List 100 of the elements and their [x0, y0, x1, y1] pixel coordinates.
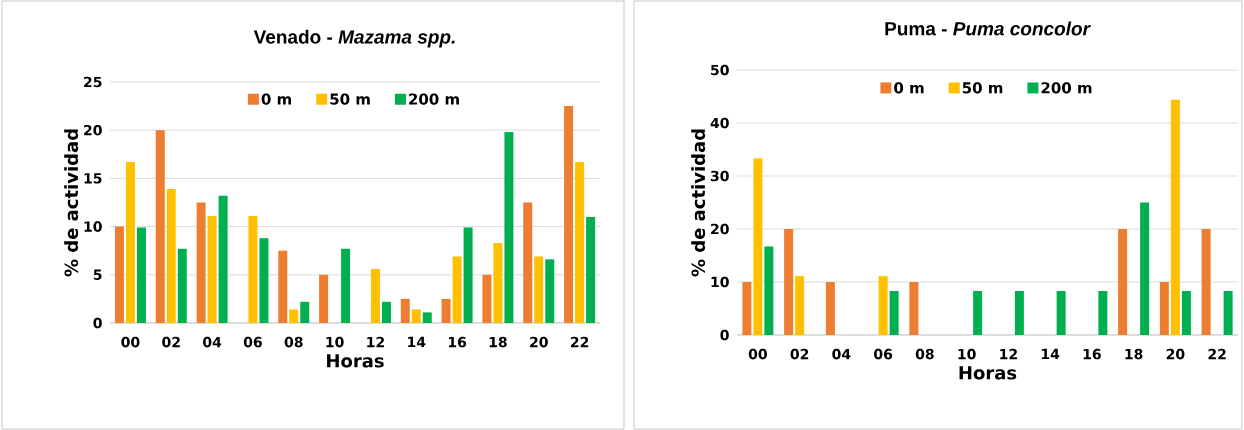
x-tick-label: 04: [832, 348, 851, 360]
x-tick-label: 08: [284, 336, 303, 348]
bar: [909, 281, 919, 335]
legend-label: 0 m: [894, 82, 924, 94]
bar: [504, 132, 514, 323]
x-tick-label: 08: [915, 348, 934, 360]
chart-title: Venado - Mazama spp.: [253, 29, 455, 48]
x-tick-label: 10: [958, 348, 976, 360]
x-tick-label: 14: [408, 336, 426, 347]
bar: [1140, 202, 1150, 335]
x-tick-label: 12: [1000, 348, 1017, 360]
bar: [125, 162, 135, 323]
bar: [177, 248, 187, 323]
x-tick-label: 18: [489, 336, 507, 348]
bar: [1056, 291, 1066, 335]
bar: [753, 158, 763, 335]
bar: [422, 312, 432, 323]
x-tick-label: 06: [243, 336, 262, 348]
bar: [114, 226, 124, 323]
x-tick-label: 20: [1166, 348, 1185, 360]
chart-title: Puma - Puma concolor: [885, 21, 1091, 36]
y-tick-label: 20: [711, 223, 729, 235]
y-tick-label: 10: [711, 276, 729, 288]
bar: [1181, 291, 1191, 335]
y-axis-title: % de actividad: [691, 129, 706, 277]
y-tick-label: 40: [710, 117, 729, 129]
bar: [889, 291, 899, 335]
x-tick-label: 12: [367, 336, 384, 348]
y-tick-label: 15: [84, 173, 102, 184]
x-tick-label: 02: [162, 336, 180, 348]
x-tick-label: 16: [1083, 348, 1101, 360]
bar: [207, 215, 217, 323]
bar: [878, 276, 888, 335]
x-tick-label: 00: [748, 348, 767, 360]
x-tick-label: 02: [790, 348, 809, 360]
y-tick-label: 25: [84, 76, 102, 88]
bar: [248, 215, 258, 323]
bar: [341, 248, 351, 323]
legend-label: 50 m: [330, 93, 370, 105]
y-axis-title: % de actividad: [64, 129, 79, 277]
bar: [795, 276, 805, 335]
bar: [381, 301, 391, 323]
bar: [411, 309, 421, 323]
bar: [259, 238, 269, 323]
x-tick-label: 16: [448, 336, 467, 348]
bar: [1159, 281, 1169, 335]
bar: [523, 202, 533, 323]
bar: [764, 246, 774, 335]
bar: [1170, 99, 1180, 335]
x-tick-label: 22: [1208, 348, 1226, 360]
bar: [784, 228, 794, 335]
bar: [370, 269, 380, 323]
bar: [155, 130, 165, 323]
x-tick-label: 04: [203, 336, 222, 348]
legend-label: 200 m: [1041, 82, 1092, 94]
bar: [278, 250, 288, 323]
bar: [482, 274, 492, 323]
x-tick-label: 06: [874, 348, 893, 360]
bar: [825, 281, 835, 335]
x-tick-label: 22: [570, 336, 589, 348]
x-tick-label: 18: [1125, 348, 1143, 360]
bar: [441, 298, 451, 323]
bar: [400, 298, 410, 323]
bar: [300, 301, 310, 323]
legend-label: 50 m: [962, 82, 1003, 94]
legend-label: 200 m: [409, 93, 459, 105]
y-tick-label: 5: [93, 269, 102, 280]
y-tick-label: 30: [710, 170, 729, 182]
x-tick-label: 10: [326, 336, 344, 348]
bar: [545, 259, 555, 323]
bar: [973, 291, 983, 335]
x-axis-title: Horas: [959, 366, 1017, 380]
bar: [463, 227, 473, 323]
y-tick-label: 10: [84, 221, 102, 232]
y-tick-label: 0: [720, 329, 729, 341]
y-tick-label: 0: [93, 317, 102, 329]
bar: [319, 274, 329, 323]
bar: [1201, 228, 1211, 335]
y-tick-label: 20: [84, 124, 102, 136]
bar: [1014, 291, 1024, 335]
bar: [586, 216, 596, 323]
x-tick-label: 14: [1041, 348, 1060, 359]
y-tick-label: 50: [711, 64, 729, 76]
bar: [289, 309, 299, 323]
legend-label: 0 m: [261, 93, 292, 105]
bar: [493, 242, 503, 323]
bar: [575, 162, 585, 323]
bar: [564, 106, 574, 323]
bar: [1223, 291, 1233, 335]
bar: [1118, 228, 1128, 335]
x-axis-title: Horas: [327, 354, 384, 368]
bar: [742, 281, 752, 335]
bar: [196, 202, 206, 323]
x-tick-label: 00: [121, 336, 140, 348]
bar: [534, 256, 544, 323]
bar: [166, 188, 176, 323]
bar: [218, 195, 228, 323]
x-tick-label: 20: [530, 336, 548, 348]
bar: [136, 227, 146, 323]
bar: [452, 256, 462, 323]
